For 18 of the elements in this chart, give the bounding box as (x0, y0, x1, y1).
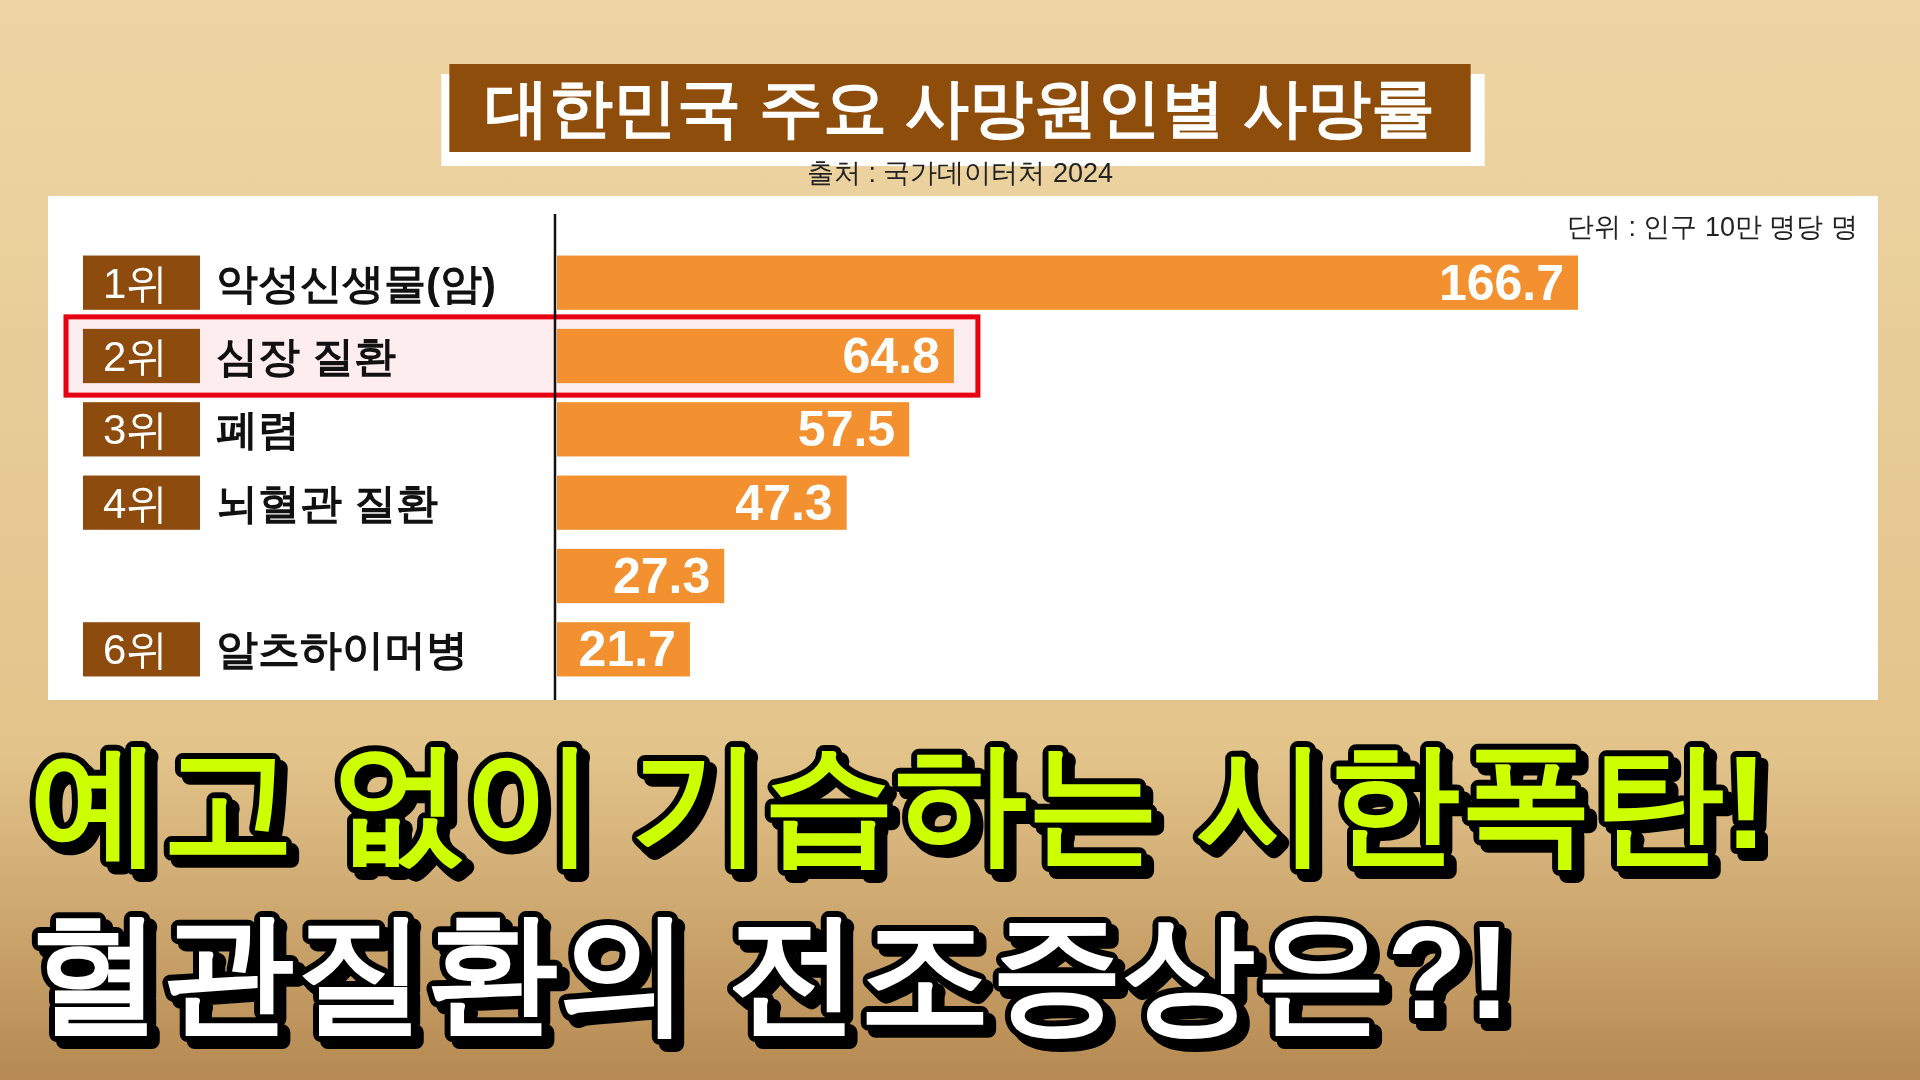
bar (557, 402, 910, 457)
bar (557, 328, 954, 384)
bar (557, 475, 847, 530)
data-label: 21.7 (578, 621, 676, 678)
chart-title: 대한민국 주요 사망원인별 사망률 (485, 72, 1435, 144)
annotation: 단위 : 인구 10만 명당 명 (1566, 212, 1858, 242)
y-tick-label: 2위 심장 질환 (102, 333, 396, 380)
data-label: 166.7 (1438, 254, 1564, 311)
data-label: 64.8 (842, 328, 940, 384)
y-tick-label: 1위 악성신생물(암) (102, 259, 496, 307)
bar (557, 255, 1578, 310)
data-label: 57.5 (797, 401, 896, 458)
source-note: 출처 : 국가데이터처 2024 (806, 158, 1114, 188)
data-label: 47.3 (735, 474, 833, 531)
y-tick-label: 4위 뇌혈관 질환 (102, 479, 438, 527)
y-tick-label: 6위 알츠하이머병 (102, 626, 468, 674)
data-label: 27.3 (612, 548, 711, 604)
y-tick-label: 3위 폐렴 (102, 406, 300, 454)
